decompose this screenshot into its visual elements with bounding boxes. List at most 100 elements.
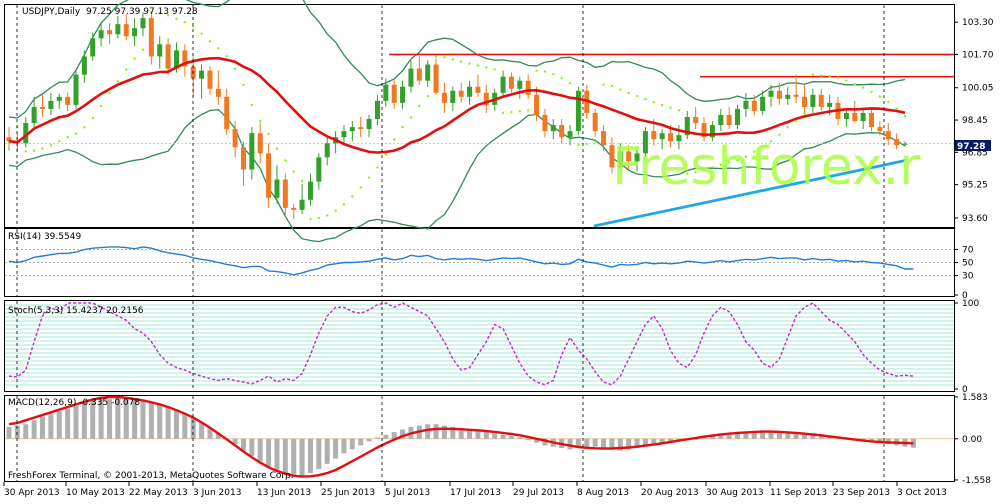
candle-body [316,157,322,182]
macd-histogram-bar [517,437,523,439]
price-axis-label: 100.05 [962,84,994,94]
candle-body [810,94,816,107]
macd-histogram-bar [785,431,791,439]
macd-histogram-bar [802,432,808,439]
candle-body [894,139,900,146]
current-price-tag [955,140,991,151]
sar-dot [644,98,647,101]
macd-histogram-bar [232,438,238,445]
sar-dot [485,66,488,69]
candle-body [626,151,632,162]
macd-histogram-bar [818,434,824,439]
candle-body [291,207,297,210]
candle-body [425,64,431,81]
sar-dot [820,74,823,77]
macd-histogram-bar [148,401,154,439]
candle-body [98,30,104,39]
candle-body [684,117,690,136]
candle-body [818,94,824,107]
candle-body [760,96,766,111]
time-axis-label: 11 Sep 2013 [770,488,827,498]
candle-body [517,80,523,89]
candle-body [693,117,699,124]
sar-dot [141,48,145,51]
sar-dot [7,148,11,151]
sar-dot [535,69,538,72]
macd-histogram-bar [458,428,464,439]
time-axis-label: 22 May 2013 [129,488,188,498]
candle-body [843,112,849,120]
sar-dot [660,103,664,107]
macd-histogram-bar [601,438,607,449]
sar-dot [133,57,136,60]
bollinger-upper [8,0,906,119]
candle-body [869,112,875,128]
sar-dot [334,209,337,212]
sar-dot [233,67,237,71]
sar-dot [267,132,270,136]
rsi-pane[interactable] [4,228,955,297]
stoch-label: Stoch(5,3,3) 15.4237 20.2156 [8,306,144,316]
main-pane[interactable] [4,4,955,228]
sar-dot [736,159,739,162]
candle-body [458,90,464,97]
sar-dot [501,111,505,115]
sar-dot [32,149,36,152]
macd-histogram-bar [31,420,37,439]
sar-dot [669,106,672,109]
macd-histogram-bar [626,438,632,450]
price-axis-label: 95.25 [962,181,988,191]
sar-dot [367,176,371,179]
stoch-line [8,302,914,386]
sar-dot [761,145,764,149]
sar-dot [568,82,572,85]
time-axis-label: 23 Sep 2013 [833,488,890,498]
sar-dot [677,109,681,112]
candle-body [701,123,707,138]
sar-dot [602,83,605,86]
sar-dot [309,217,312,221]
candle-body [366,119,372,130]
macd-series [5,395,954,478]
candle-body [299,199,305,210]
macd-histogram-bar [56,411,62,439]
sar-dot [443,56,446,59]
macd-histogram-bar [534,438,540,443]
candle-body [408,68,414,87]
candle-body [65,96,71,105]
stoch-pane[interactable] [4,300,955,392]
time-axis-label: 3 Jun 2013 [193,488,241,498]
macd-histogram-bar [291,438,297,475]
sar-dot [200,32,203,35]
candle-body [668,133,674,142]
candle-body [349,127,355,132]
candle-body [182,50,188,67]
sar-dot [116,80,120,83]
sar-dot [158,11,161,15]
sar-dot [803,112,806,115]
candle-body [617,151,623,168]
macd-histogram-bar [6,426,12,439]
sar-dot [91,116,94,120]
candle-body [542,114,548,132]
macd-histogram-bar [240,438,246,451]
candle-body [56,96,62,101]
sar-dot [49,144,53,147]
candle-body [601,131,607,146]
candle-body [173,50,179,69]
macd-histogram-bar [341,438,347,454]
sar-dot [510,110,513,114]
candle-body [433,64,439,93]
sar-dot [476,64,480,67]
sar-dot [451,58,455,61]
candle-body [592,112,598,132]
sar-dot [627,91,630,95]
candle-body [148,18,154,57]
time-axis-label: 5 Jul 2013 [385,488,430,498]
candle-body [450,90,456,103]
ohlc-label: 97.25 97.39 97.13 97.28 [86,7,198,17]
candle-body [374,100,380,120]
sar-dot [518,110,522,113]
candle-body [106,30,112,35]
